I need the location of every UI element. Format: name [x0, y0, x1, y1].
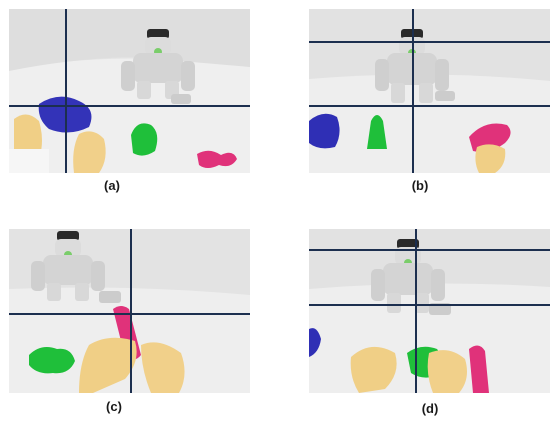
caption-d: (d): [421, 401, 439, 416]
backdrop-curtain: [9, 9, 250, 71]
photo-c-scene: [9, 229, 250, 393]
green-figure: [367, 115, 387, 149]
green-object: [131, 123, 158, 156]
pink-object: [469, 123, 511, 152]
photo-panel-b: [309, 9, 550, 173]
photo-a-scene: [9, 9, 250, 173]
hand-left: [350, 346, 397, 393]
nao-robot: [31, 231, 121, 303]
nao-robot: [121, 29, 195, 104]
pink-object: [469, 345, 489, 393]
photo-d-scene: [309, 229, 550, 393]
hand-right: [141, 342, 185, 393]
photo-panel-c: [9, 229, 250, 393]
blue-object: [309, 328, 321, 357]
photo-b-scene: [309, 9, 550, 173]
green-object: [29, 347, 75, 374]
caption-c: (c): [106, 399, 122, 414]
hand-right: [73, 131, 106, 173]
photo-panel-a: [9, 9, 250, 173]
photo-panel-d: [309, 229, 550, 393]
hand: [475, 144, 506, 173]
pink-object: [197, 150, 237, 168]
hand-left: [79, 337, 137, 393]
hand-right: [427, 350, 467, 393]
blue-object: [309, 113, 340, 149]
caption-b: (b): [411, 178, 429, 193]
caption-a: (a): [104, 178, 120, 193]
nao-robot: [371, 239, 451, 315]
sleeve-left: [9, 149, 49, 173]
